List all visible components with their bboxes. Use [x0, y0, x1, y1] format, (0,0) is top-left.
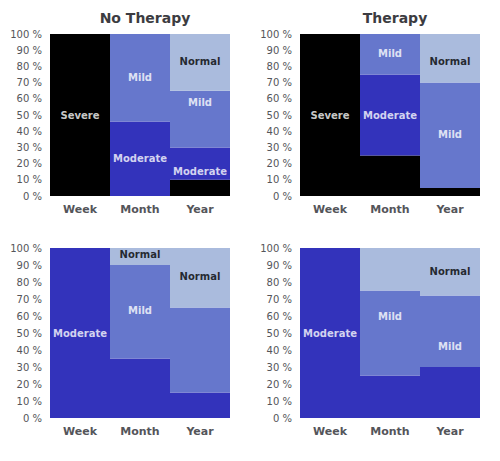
- svg-text:10 %: 10 %: [267, 396, 292, 407]
- svg-text:No Therapy: No Therapy: [100, 10, 191, 26]
- svg-text:Mild: Mild: [438, 341, 462, 352]
- svg-text:Normal: Normal: [180, 271, 221, 282]
- svg-text:Severe: Severe: [311, 110, 350, 121]
- svg-text:80 %: 80 %: [267, 61, 292, 72]
- svg-text:0 %: 0 %: [23, 191, 42, 202]
- svg-text:Month: Month: [370, 425, 409, 438]
- svg-text:40 %: 40 %: [267, 126, 292, 137]
- svg-text:Week: Week: [63, 425, 98, 438]
- svg-text:Mild: Mild: [128, 305, 152, 316]
- svg-text:70 %: 70 %: [267, 77, 292, 88]
- svg-text:Year: Year: [435, 203, 464, 216]
- svg-text:10 %: 10 %: [17, 174, 42, 185]
- svg-text:40 %: 40 %: [17, 126, 42, 137]
- svg-text:Mild: Mild: [188, 97, 212, 108]
- svg-text:Mild: Mild: [128, 72, 152, 83]
- svg-text:Severe: Severe: [61, 110, 100, 121]
- svg-text:0 %: 0 %: [273, 191, 292, 202]
- svg-text:90 %: 90 %: [267, 260, 292, 271]
- svg-text:100 %: 100 %: [260, 243, 292, 254]
- svg-text:70 %: 70 %: [17, 294, 42, 305]
- svg-text:50 %: 50 %: [267, 110, 292, 121]
- svg-text:20 %: 20 %: [267, 379, 292, 390]
- svg-text:Normal: Normal: [180, 56, 221, 67]
- svg-text:Mild: Mild: [378, 311, 402, 322]
- svg-text:80 %: 80 %: [267, 277, 292, 288]
- svg-text:Normal: Normal: [430, 56, 471, 67]
- svg-text:Normal: Normal: [430, 266, 471, 277]
- svg-text:60 %: 60 %: [267, 93, 292, 104]
- svg-text:90 %: 90 %: [17, 260, 42, 271]
- svg-text:90 %: 90 %: [17, 45, 42, 56]
- svg-text:70 %: 70 %: [267, 294, 292, 305]
- svg-text:Moderate: Moderate: [53, 328, 107, 339]
- svg-text:Normal: Normal: [120, 249, 161, 260]
- svg-text:Moderate: Moderate: [173, 166, 227, 177]
- svg-text:60 %: 60 %: [267, 311, 292, 322]
- svg-text:60 %: 60 %: [17, 93, 42, 104]
- svg-text:10 %: 10 %: [267, 174, 292, 185]
- svg-text:90 %: 90 %: [267, 45, 292, 56]
- svg-text:100 %: 100 %: [10, 29, 42, 40]
- svg-text:70 %: 70 %: [17, 77, 42, 88]
- svg-text:80 %: 80 %: [17, 277, 42, 288]
- svg-text:Month: Month: [120, 203, 159, 216]
- svg-text:Year: Year: [435, 425, 464, 438]
- svg-text:20 %: 20 %: [267, 158, 292, 169]
- svg-text:60 %: 60 %: [17, 311, 42, 322]
- svg-text:0 %: 0 %: [23, 413, 42, 424]
- svg-text:Year: Year: [185, 425, 214, 438]
- svg-text:Month: Month: [120, 425, 159, 438]
- svg-text:Mild: Mild: [378, 48, 402, 59]
- svg-text:80 %: 80 %: [17, 61, 42, 72]
- svg-text:100 %: 100 %: [10, 243, 42, 254]
- svg-text:30 %: 30 %: [267, 362, 292, 373]
- svg-text:Mild: Mild: [438, 129, 462, 140]
- svg-text:Week: Week: [313, 425, 348, 438]
- svg-text:Month: Month: [370, 203, 409, 216]
- svg-text:100 %: 100 %: [260, 29, 292, 40]
- svg-text:Week: Week: [63, 203, 98, 216]
- svg-text:20 %: 20 %: [17, 158, 42, 169]
- svg-text:30 %: 30 %: [17, 362, 42, 373]
- svg-text:Year: Year: [185, 203, 214, 216]
- svg-text:50 %: 50 %: [17, 110, 42, 121]
- svg-text:Moderate: Moderate: [303, 328, 357, 339]
- svg-text:30 %: 30 %: [17, 142, 42, 153]
- svg-text:40 %: 40 %: [17, 345, 42, 356]
- svg-text:50 %: 50 %: [267, 328, 292, 339]
- svg-text:40 %: 40 %: [267, 345, 292, 356]
- svg-text:50 %: 50 %: [17, 328, 42, 339]
- svg-text:30 %: 30 %: [267, 142, 292, 153]
- svg-text:0 %: 0 %: [273, 413, 292, 424]
- svg-text:20 %: 20 %: [17, 379, 42, 390]
- svg-text:10 %: 10 %: [17, 396, 42, 407]
- svg-text:Moderate: Moderate: [113, 153, 167, 164]
- svg-text:Week: Week: [313, 203, 348, 216]
- svg-text:Moderate: Moderate: [363, 110, 417, 121]
- svg-text:Therapy: Therapy: [363, 10, 428, 26]
